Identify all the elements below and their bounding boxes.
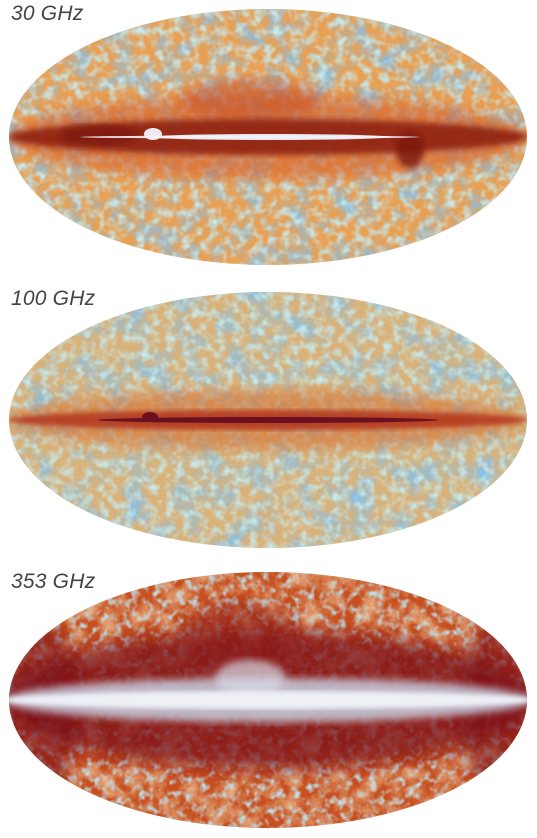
- sky-map-panel-30ghz: 30 GHz: [0, 0, 537, 270]
- sky-map-image-100ghz: [9, 292, 527, 548]
- map-label: 100 GHz: [11, 287, 96, 310]
- map-label: 353 GHz: [11, 570, 96, 593]
- sky-map-image-30ghz: [9, 9, 527, 265]
- sky-map-image-353ghz: [9, 572, 527, 828]
- sky-map-panel-353ghz: 353 GHz: [0, 568, 537, 838]
- sky-map-panel-100ghz: 100 GHz: [0, 285, 537, 555]
- map-label: 30 GHz: [11, 2, 84, 25]
